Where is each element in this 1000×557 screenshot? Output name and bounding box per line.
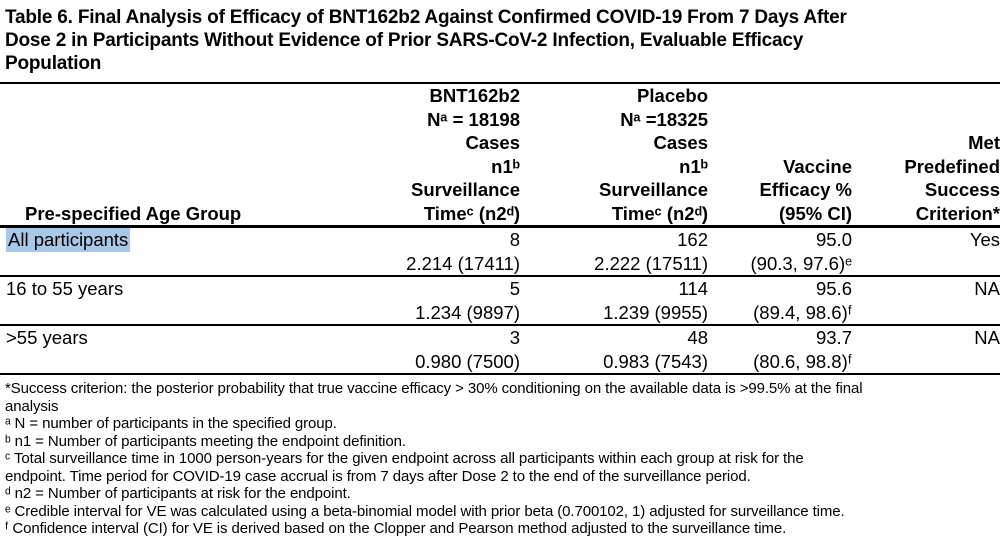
col-header-age-group: Pre-specified Age Group xyxy=(0,83,312,228)
footnote-a: ᵃ N = number of participants in the spec… xyxy=(5,415,337,432)
header-row: Pre-specified Age Group BNT162b2 Nᵃ = 18… xyxy=(0,83,1000,228)
cell-placebo: 162 2.222 (17511) xyxy=(520,226,708,277)
footnote-d: ᵈ n2 = Number of participants at risk fo… xyxy=(5,485,351,502)
col-header-placebo: Placebo Nᵃ =18325 Cases n1ᵇ Surveillance… xyxy=(520,83,708,228)
footnote-c: ᶜ Total surveillance time in 1000 person… xyxy=(5,450,804,485)
footnotes: *Success criterion: the posterior probab… xyxy=(0,375,1000,538)
cell-met-criterion: NA xyxy=(852,325,1000,375)
cell-vaccine-efficacy: 95.6 (89.4, 98.6)ᶠ xyxy=(708,276,852,326)
cell-bnt162b2: 3 0.980 (7500) xyxy=(312,325,520,375)
footnote-success-criterion: *Success criterion: the posterior probab… xyxy=(5,380,863,415)
table-row-16-to-55: 16 to 55 years 5 1.234 (9897) 114 1.239 … xyxy=(0,276,1000,326)
cell-placebo: 48 0.983 (7543) xyxy=(520,325,708,375)
table-header: Pre-specified Age Group BNT162b2 Nᵃ = 18… xyxy=(0,83,1000,228)
cell-age-group: 16 to 55 years xyxy=(0,276,312,326)
footnote-b: ᵇ n1 = Number of participants meeting th… xyxy=(5,432,406,450)
col-header-bnt162b2: BNT162b2 Nᵃ = 18198 Cases n1ᵇ Surveillan… xyxy=(312,83,520,228)
table-row-all-participants: All participants 8 2.214 (17411) 162 2.2… xyxy=(0,226,1000,277)
col-header-met-criterion: Met Predefined Success Criterion* xyxy=(852,83,1000,228)
col-header-vaccine-efficacy: Vaccine Efficacy % (95% CI) xyxy=(708,83,852,228)
footnote-f: ᶠ Confidence interval (CI) for VE is der… xyxy=(5,520,787,537)
cell-placebo: 114 1.239 (9955) xyxy=(520,276,708,326)
cell-age-group: All participants xyxy=(0,226,312,277)
table-row-over-55: >55 years 3 0.980 (7500) 48 0.983 (7543)… xyxy=(0,325,1000,375)
table-body: All participants 8 2.214 (17411) 162 2.2… xyxy=(0,226,1000,375)
table-title: Table 6. Final Analysis of Efficacy of B… xyxy=(5,7,847,74)
cell-met-criterion: Yes xyxy=(852,226,1000,277)
selected-text-highlight[interactable]: All participants xyxy=(6,228,131,252)
cell-vaccine-efficacy: 95.0 (90.3, 97.6)ᵉ xyxy=(708,226,852,277)
cell-met-criterion: NA xyxy=(852,276,1000,326)
efficacy-table: Pre-specified Age Group BNT162b2 Nᵃ = 18… xyxy=(0,82,1000,375)
cell-vaccine-efficacy: 93.7 (80.6, 98.8)ᶠ xyxy=(708,325,852,375)
cell-bnt162b2: 8 2.214 (17411) xyxy=(312,226,520,277)
cell-bnt162b2: 5 1.234 (9897) xyxy=(312,276,520,326)
footnote-e: ᵉ Credible interval for VE was calculate… xyxy=(5,502,845,520)
cell-age-group: >55 years xyxy=(0,325,312,375)
